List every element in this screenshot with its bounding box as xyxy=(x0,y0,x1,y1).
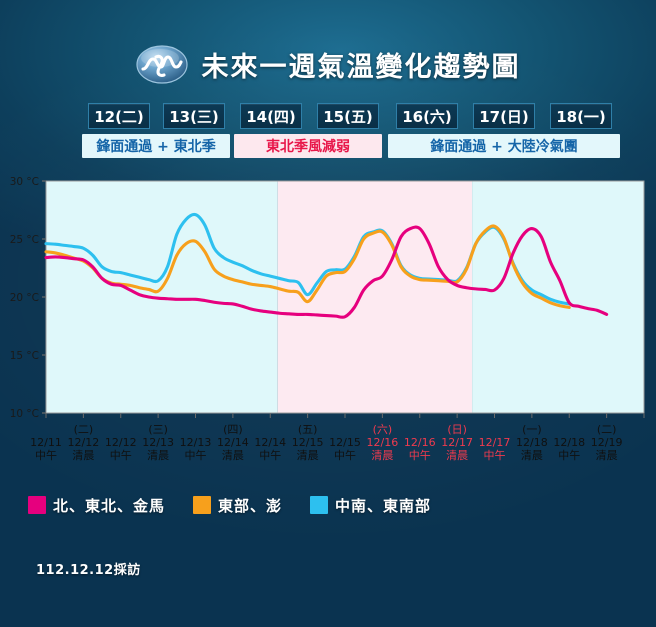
x-axis-labels: 12/11 中午 (二) 12/12 清晨 12/12 中午 (三) 12/13 清晨 12/1… xyxy=(0,424,656,482)
x-label-time: 中午 xyxy=(334,449,356,462)
y-tick-label: 25 °C xyxy=(10,234,39,246)
day-tab-12[interactable]: 12(二) xyxy=(88,103,150,129)
condition-bar-2: 東北季風減弱 xyxy=(234,134,382,158)
x-axis-label: 12/15 中午 xyxy=(322,424,368,462)
condition-bar-row: 鋒面通過 + 東北季 東北季風減弱 鋒面通過 + 大陸冷氣團 xyxy=(0,134,656,158)
x-label-date: 12/17 xyxy=(478,436,511,449)
x-label-date: 12/11 xyxy=(30,436,62,449)
x-label-date: 12/16 xyxy=(366,436,399,449)
x-axis-label: (二) 12/12 清晨 xyxy=(60,423,106,463)
x-label-time: 清晨 xyxy=(371,449,394,462)
x-label-time: 清晨 xyxy=(520,449,543,462)
y-tick-label: 15 °C xyxy=(10,350,39,362)
x-label-date: 12/15 xyxy=(291,436,324,449)
credit-text: 112.12.12採訪 xyxy=(36,563,141,578)
day-tab-14[interactable]: 14(四) xyxy=(240,103,302,129)
x-label-date: 12/14 xyxy=(254,436,287,449)
y-tick-label: 30 °C xyxy=(10,176,39,188)
x-label-date: 12/17 xyxy=(441,436,473,449)
x-axis-label: (四) 12/14 清晨 xyxy=(210,423,256,463)
x-axis-label: 12/16 中午 xyxy=(397,424,443,462)
x-label-time: 中午 xyxy=(558,449,581,462)
legend-label-east: 東部、澎 xyxy=(218,496,283,515)
y-tick-label: 10 °C xyxy=(10,408,39,420)
x-label-time: 清晨 xyxy=(446,449,469,462)
legend-label-south: 中南、東南部 xyxy=(335,496,432,515)
legend-label-north: 北、東北、金馬 xyxy=(53,496,166,515)
x-label-date: 12/18 xyxy=(516,436,548,449)
x-label-date: 12/12 xyxy=(104,436,137,449)
legend-swatch-north xyxy=(28,496,46,514)
x-label-weekday: (日) xyxy=(447,423,467,436)
x-label-weekday: (二) xyxy=(73,423,94,436)
chart-legend: 北、東北、金馬 東部、澎 中南、東南部 xyxy=(28,493,431,517)
x-label-date: 12/15 xyxy=(329,436,361,449)
x-axis-label: 12/18 中午 xyxy=(546,424,592,462)
x-label-date: 12/16 xyxy=(403,436,436,449)
x-label-date: 12/12 xyxy=(67,436,100,449)
legend-item-north: 北、東北、金馬 xyxy=(28,495,165,516)
series-line-east xyxy=(44,224,571,309)
x-label-date: 12/13 xyxy=(142,436,174,449)
x-axis-label: (五) 12/15 清晨 xyxy=(285,423,331,463)
x-axis-label: (一) 12/18 清晨 xyxy=(509,423,555,463)
x-label-time: 清晨 xyxy=(595,449,618,462)
x-label-time: 中午 xyxy=(408,449,431,462)
x-axis-label: (六) 12/16 清晨 xyxy=(359,423,405,463)
x-axis-label: (二) 12/19 清晨 xyxy=(584,423,630,463)
day-tab-13[interactable]: 13(三) xyxy=(163,103,225,129)
x-label-time: 中午 xyxy=(35,449,57,462)
x-axis-label: 12/13 中午 xyxy=(173,424,219,462)
x-axis-label: 12/11 中午 xyxy=(23,424,69,462)
wave-logo-icon xyxy=(135,44,188,84)
condition-bar-1: 鋒面通過 + 東北季 xyxy=(82,134,230,158)
x-label-time: 中午 xyxy=(483,449,506,462)
y-tick-label: 20 °C xyxy=(10,292,39,304)
chart-band-3 xyxy=(472,181,644,413)
header: 未來一週氣溫變化趨勢圖 xyxy=(0,41,656,87)
x-label-date: 12/14 xyxy=(217,436,249,449)
day-tab-16[interactable]: 16(六) xyxy=(396,103,458,129)
x-label-time: 清晨 xyxy=(296,449,319,462)
x-label-weekday: (二) xyxy=(596,423,617,436)
x-label-time: 清晨 xyxy=(72,449,95,462)
x-axis-label: (日) 12/17 清晨 xyxy=(434,423,480,463)
chart-canvas: 10 °C 15 °C 20 °C 25 °C 30 °C xyxy=(10,176,645,420)
x-label-time: 中午 xyxy=(109,449,132,462)
x-label-time: 中午 xyxy=(184,449,207,462)
x-label-weekday: (五) xyxy=(297,423,318,436)
day-tab-17[interactable]: 17(日) xyxy=(473,103,535,129)
x-label-time: 清晨 xyxy=(147,449,170,462)
page-title: 未來一週氣溫變化趨勢圖 xyxy=(201,51,521,83)
x-label-weekday: (六) xyxy=(372,423,393,436)
condition-bar-3: 鋒面通過 + 大陸冷氣團 xyxy=(388,134,620,158)
series-line-north xyxy=(44,225,609,319)
x-axis-label: (三) 12/13 清晨 xyxy=(135,423,181,463)
x-axis-label: 12/14 中午 xyxy=(247,424,293,462)
x-label-time: 清晨 xyxy=(221,449,244,462)
legend-item-east: 東部、澎 xyxy=(193,495,282,516)
chart-band-2 xyxy=(277,181,473,413)
x-label-date: 12/19 xyxy=(590,436,623,449)
x-label-weekday: (四) xyxy=(223,423,243,436)
x-axis-label: 12/12 中午 xyxy=(98,424,144,462)
x-axis-label: 12/17 中午 xyxy=(472,424,518,462)
temperature-chart: 10 °C 15 °C 20 °C 25 °C 30 °C xyxy=(10,167,646,427)
x-label-weekday: (一) xyxy=(522,423,542,436)
day-tab-bar: 12(二) 13(三) 14(四) 15(五) 16(六) 17(日) 18(一… xyxy=(0,103,656,129)
legend-swatch-south xyxy=(310,496,329,514)
legend-item-south: 中南、東南部 xyxy=(310,495,431,516)
x-label-weekday: (三) xyxy=(148,423,168,436)
x-label-date: 12/13 xyxy=(179,436,212,449)
x-label-time: 中午 xyxy=(259,449,282,462)
day-tab-15[interactable]: 15(五) xyxy=(317,103,379,129)
legend-swatch-east xyxy=(193,496,212,514)
day-tab-18[interactable]: 18(一) xyxy=(550,103,612,129)
x-label-date: 12/18 xyxy=(553,436,586,449)
